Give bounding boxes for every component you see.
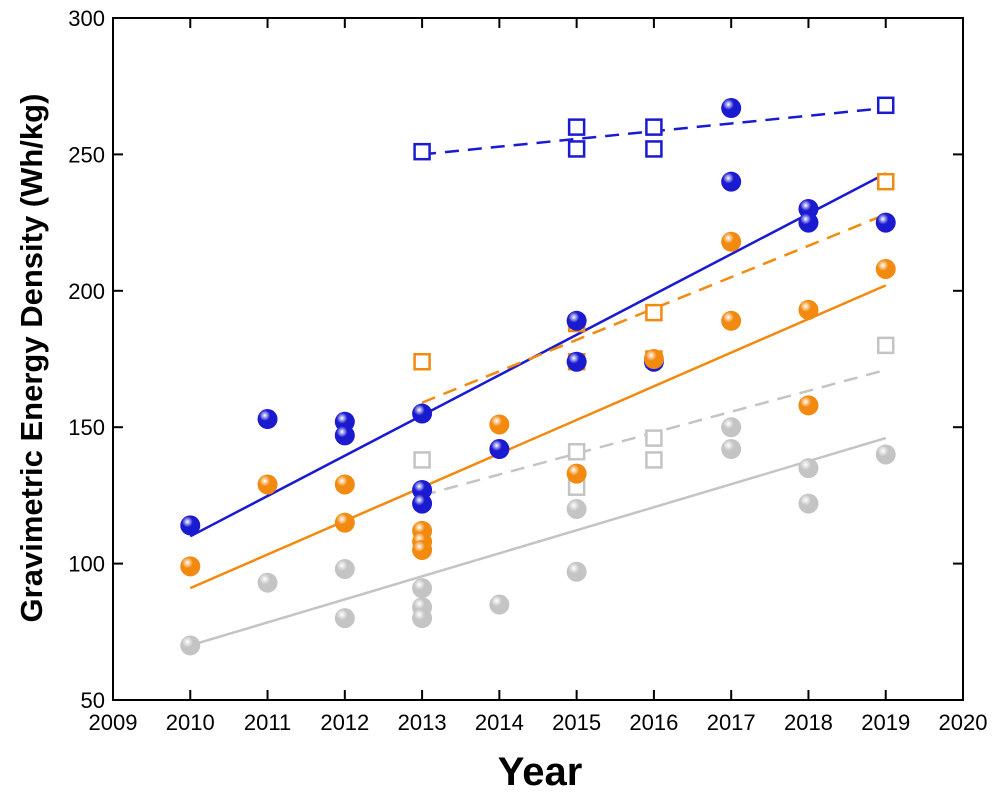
- y-tick-label: 250: [68, 142, 105, 167]
- orange-squares: [413, 172, 895, 371]
- gray-circles-point: [257, 572, 278, 593]
- x-tick-label: 2020: [939, 710, 988, 735]
- blue-circles-point: [798, 212, 819, 233]
- orange-circles-point: [721, 231, 742, 252]
- orange-circles-point: [489, 414, 510, 435]
- x-tick-label: 2010: [166, 710, 215, 735]
- gray-circles-point: [798, 493, 819, 514]
- blue-squares-point: [567, 140, 586, 158]
- plot-border: [112, 17, 964, 701]
- gray-circles-point: [334, 608, 355, 629]
- blue-circles-point: [721, 171, 742, 192]
- blue-squares-point: [645, 140, 663, 158]
- blue-squares-point: [413, 142, 431, 161]
- gray-squares-point: [413, 451, 431, 469]
- axis-tick-labels: 2009 2010 2011 2012 2013 2014 2015 2016 2017 2018…: [68, 6, 987, 735]
- gray-circles-point: [412, 608, 433, 629]
- x-tick-label: 2018: [784, 710, 833, 735]
- trendlines: [189, 106, 887, 647]
- gray-circles-point: [721, 439, 742, 460]
- x-axis-title: Year: [498, 750, 583, 793]
- gray-squares-point: [567, 443, 586, 461]
- gray-squares-point: [645, 429, 663, 447]
- orange-circles-point: [334, 474, 355, 495]
- blue-circles-point: [875, 212, 896, 233]
- blue-squares-point: [567, 118, 586, 136]
- blue-circles-point: [489, 439, 510, 460]
- orange-circles-point: [566, 463, 587, 484]
- gray-circles-point: [798, 458, 819, 479]
- orange-circles-point: [257, 474, 278, 495]
- blue-circles: [180, 98, 896, 536]
- x-tick-label: 2017: [707, 710, 756, 735]
- y-tick-label: 100: [68, 552, 105, 577]
- orange-circles-point: [875, 258, 896, 279]
- blue-squares: [413, 96, 895, 161]
- orange-circles-point: [180, 556, 201, 577]
- blue-circles-point: [566, 310, 587, 331]
- y-tick-label: 300: [68, 6, 105, 31]
- x-tick-label: 2015: [552, 710, 601, 735]
- orange-circles-point: [721, 310, 742, 331]
- blue-circles-point: [180, 515, 201, 536]
- orange-dashed-fit: [421, 213, 887, 404]
- plot-frame: [112, 17, 964, 701]
- orange-squares-point: [645, 303, 663, 322]
- y-axis-title: Gravimetric Energy Density (Wh/kg): [14, 94, 49, 623]
- gray-circles-point: [334, 559, 355, 580]
- x-tick-label: 2016: [629, 710, 678, 735]
- x-tick-label: 2012: [320, 710, 369, 735]
- gray-squares-point: [876, 336, 895, 355]
- x-tick-label: 2009: [89, 710, 138, 735]
- y-tick-label: 200: [68, 279, 105, 304]
- orange-squares-point: [876, 172, 895, 191]
- gray-squares-point: [645, 451, 663, 469]
- blue-squares-point: [645, 118, 663, 136]
- gray-circles-point: [566, 499, 587, 520]
- blue-circles-point: [257, 409, 278, 430]
- gray-circles-point: [412, 578, 433, 599]
- gray-circles: [180, 417, 896, 656]
- gray-circles-point: [721, 417, 742, 438]
- x-tick-label: 2014: [475, 710, 524, 735]
- orange-circles-point: [643, 349, 664, 369]
- gray-circles-point: [875, 444, 896, 465]
- gray-circles-point: [489, 594, 510, 615]
- axis-ticks: [112, 17, 964, 701]
- gray-circles-point: [566, 561, 587, 582]
- gray-solid-fit: [189, 436, 887, 647]
- blue-circles-point: [334, 425, 355, 446]
- x-tick-label: 2019: [861, 710, 910, 735]
- orange-solid-fit: [189, 284, 887, 590]
- orange-circles-point: [334, 512, 355, 533]
- orange-squares-point: [413, 352, 431, 371]
- blue-circles-point: [566, 351, 587, 372]
- blue-squares-point: [876, 96, 895, 115]
- x-tick-label: 2013: [398, 710, 447, 735]
- orange-circles-point: [412, 539, 433, 560]
- orange-circles: [180, 231, 896, 577]
- x-tick-label: 2011: [244, 710, 291, 735]
- blue-circles-point: [412, 493, 433, 514]
- y-tick-label: 50: [81, 688, 105, 713]
- gray-squares: [413, 336, 895, 496]
- orange-circles-point: [798, 299, 819, 320]
- blue-circles-point: [412, 403, 433, 424]
- y-tick-label: 150: [68, 415, 105, 440]
- data-points: [180, 96, 896, 656]
- blue-circles-point: [721, 98, 742, 119]
- orange-circles-point: [798, 395, 819, 416]
- gray-circles-point: [180, 635, 201, 656]
